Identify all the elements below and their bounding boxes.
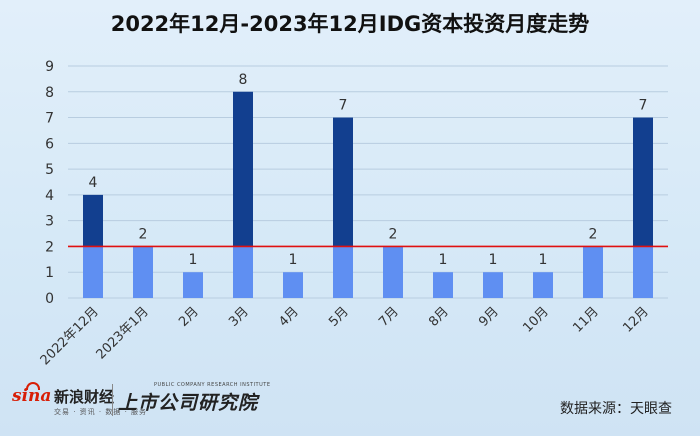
x-tick-label: 9月 bbox=[476, 304, 502, 330]
bar-upper-segment bbox=[333, 117, 353, 247]
x-tick-label: 5月 bbox=[326, 304, 352, 330]
bar-upper-segment bbox=[233, 91, 253, 247]
data-label: 2 bbox=[139, 226, 148, 242]
x-tick-label: 12月 bbox=[620, 304, 651, 335]
research-institute-english: PUBLIC COMPANY RESEARCH INSTITUTE bbox=[154, 382, 271, 388]
y-tick-label: 1 bbox=[45, 265, 54, 281]
research-institute-logo: PUBLIC COMPANY RESEARCH INSTITUTE 上市公司研究… bbox=[118, 382, 271, 422]
bar-upper-segment bbox=[83, 194, 103, 247]
x-tick-label: 10月 bbox=[520, 304, 551, 335]
x-tick-label: 7月 bbox=[376, 304, 402, 330]
bar-lower-segment bbox=[433, 272, 453, 298]
footer: sina 新浪财经 交易 · 资讯 · 数据 · 服务 PUBLIC COMPA… bbox=[0, 380, 700, 436]
bar-lower-segment bbox=[133, 246, 153, 298]
data-label: 7 bbox=[639, 98, 648, 114]
sina-finance-name: 新浪财经 bbox=[54, 388, 115, 406]
bar-lower-segment bbox=[183, 272, 203, 298]
x-tick-label: 11月 bbox=[570, 304, 601, 335]
bar-lower-segment bbox=[533, 272, 553, 298]
y-tick-label: 2 bbox=[45, 239, 54, 255]
logo-divider bbox=[112, 384, 113, 416]
x-tick-label: 4月 bbox=[276, 304, 302, 330]
bar-chart: 012345678942022年12月22023年1月12月83月14月75月2… bbox=[38, 59, 668, 368]
data-label: 2 bbox=[389, 226, 398, 242]
bar-lower-segment bbox=[483, 272, 503, 298]
x-tick-label: 2023年1月 bbox=[94, 304, 152, 362]
sina-eye-icon bbox=[26, 382, 40, 390]
data-label: 1 bbox=[189, 252, 198, 268]
data-label: 1 bbox=[289, 252, 298, 268]
bar-lower-segment bbox=[633, 246, 653, 298]
data-label: 1 bbox=[489, 252, 498, 268]
sina-finance-tagline: 交易 · 资讯 · 数据 · 服务 bbox=[54, 408, 148, 416]
data-label: 4 bbox=[89, 175, 98, 191]
research-institute-name: 上市公司研究院 bbox=[118, 392, 259, 414]
bar-upper-segment bbox=[633, 117, 653, 247]
y-tick-label: 9 bbox=[45, 59, 54, 75]
y-tick-label: 7 bbox=[45, 111, 54, 127]
y-tick-label: 6 bbox=[45, 136, 54, 152]
bar-lower-segment bbox=[83, 246, 103, 298]
sina-finance-logo: sina 新浪财经 交易 · 资讯 · 数据 · 服务 bbox=[12, 382, 146, 424]
data-label: 1 bbox=[539, 252, 548, 268]
bar-lower-segment bbox=[333, 246, 353, 298]
x-tick-label: 3月 bbox=[226, 304, 252, 330]
y-tick-label: 5 bbox=[45, 162, 54, 178]
y-tick-label: 0 bbox=[45, 291, 54, 307]
y-tick-label: 3 bbox=[45, 214, 54, 230]
x-tick-label: 2月 bbox=[176, 304, 202, 330]
x-tick-label: 2022年12月 bbox=[38, 304, 102, 368]
chart-title: 2022年12月-2023年12月IDG资本投资月度走势 bbox=[110, 12, 590, 36]
y-tick-label: 4 bbox=[45, 188, 54, 204]
sina-wordmark: sina bbox=[12, 386, 52, 406]
bar-lower-segment bbox=[283, 272, 303, 298]
x-tick-label: 8月 bbox=[426, 304, 452, 330]
data-label: 1 bbox=[439, 252, 448, 268]
data-label: 7 bbox=[339, 98, 348, 114]
data-label: 8 bbox=[239, 72, 248, 88]
y-tick-label: 8 bbox=[45, 85, 54, 101]
data-label: 2 bbox=[589, 226, 598, 242]
data-source: 数据来源：天眼查 bbox=[560, 401, 672, 417]
bar-lower-segment bbox=[383, 246, 403, 298]
bar-lower-segment bbox=[583, 246, 603, 298]
bar-lower-segment bbox=[233, 246, 253, 298]
